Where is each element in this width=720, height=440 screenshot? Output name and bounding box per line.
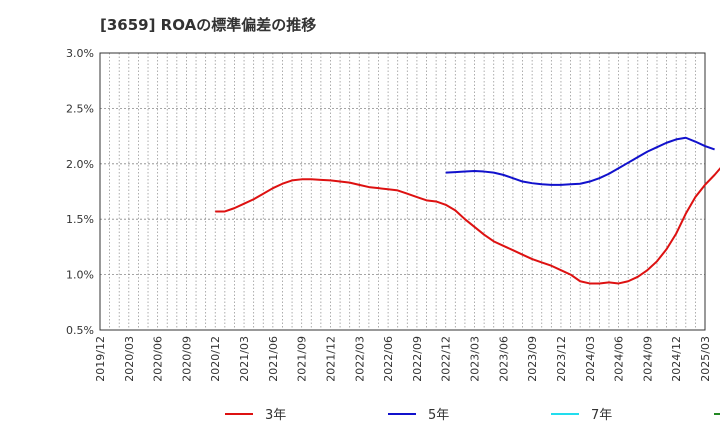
x-tick-label: 2020/12 xyxy=(209,336,222,382)
legend-label: 3年 xyxy=(265,408,286,423)
x-tick-label: 2022/03 xyxy=(353,336,366,382)
legend-label: 7年 xyxy=(591,408,612,423)
x-tick-label: 2024/12 xyxy=(670,336,683,382)
x-tick-label: 2021/12 xyxy=(324,336,337,382)
x-tick-label: 2020/09 xyxy=(180,336,193,382)
chart-title: [3659] ROAの標準偏差の推移 xyxy=(100,16,316,34)
x-tick-label: 2023/03 xyxy=(469,336,482,382)
x-tick-label: 2021/06 xyxy=(267,336,280,382)
x-tick-label: 2023/12 xyxy=(555,336,568,382)
x-tick-label: 2025/03 xyxy=(699,336,712,382)
y-tick-label: 3.0% xyxy=(66,47,94,60)
y-tick-label: 0.5% xyxy=(66,324,94,337)
x-tick-label: 2021/09 xyxy=(296,336,309,382)
x-tick-label: 2024/06 xyxy=(613,336,626,382)
y-tick-label: 2.0% xyxy=(66,158,94,171)
x-axis: 2019/12 2020/03 2020/06 2020/09 2020/12 2021/… xyxy=(94,336,712,382)
x-tick-label: 2019/12 xyxy=(94,336,107,382)
x-tick-label: 2021/03 xyxy=(238,336,251,382)
series-line xyxy=(215,167,720,285)
series-layer xyxy=(215,136,720,285)
x-tick-label: 2024/09 xyxy=(641,336,654,382)
y-tick-label: 2.5% xyxy=(66,102,94,115)
y-tick-label: 1.0% xyxy=(66,269,94,282)
y-axis: 0.5% 1.0% 1.5% 2.0% 2.5% 3.0% xyxy=(66,47,94,337)
x-tick-label: 2022/12 xyxy=(440,336,453,382)
x-tick-label: 2022/06 xyxy=(382,336,395,382)
y-tick-label: 1.5% xyxy=(66,213,94,226)
x-tick-label: 2022/09 xyxy=(411,336,424,382)
legend: 3年5年7年10年 xyxy=(225,408,720,423)
x-tick-label: 2023/09 xyxy=(526,336,539,382)
series-line xyxy=(445,136,715,186)
x-tick-label: 2023/06 xyxy=(497,336,510,382)
x-tick-label: 2020/06 xyxy=(152,336,165,382)
x-tick-label: 2024/03 xyxy=(584,336,597,382)
x-tick-label: 2020/03 xyxy=(123,336,136,382)
legend-label: 5年 xyxy=(428,408,449,423)
plot-frame xyxy=(99,52,706,331)
